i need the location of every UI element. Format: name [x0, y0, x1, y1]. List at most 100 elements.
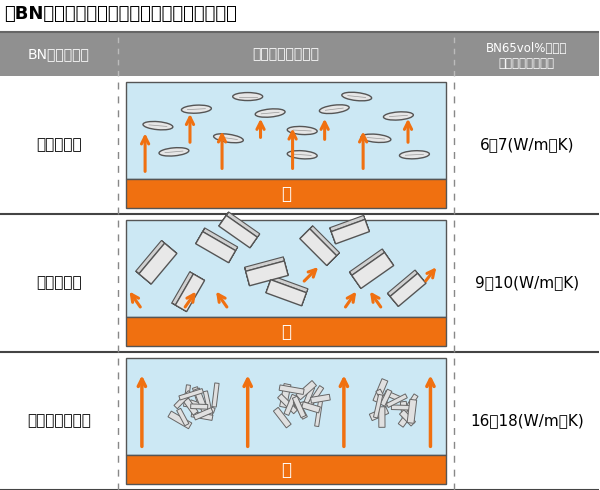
Polygon shape [193, 387, 204, 409]
Polygon shape [379, 407, 385, 427]
Polygon shape [391, 405, 412, 410]
Bar [126, 179, 446, 208]
Text: BN65vol%シート: BN65vol%シート [486, 42, 568, 55]
Polygon shape [196, 228, 205, 244]
Bar [126, 358, 446, 455]
Polygon shape [373, 394, 383, 418]
Polygon shape [194, 388, 208, 414]
Polygon shape [136, 241, 164, 274]
Polygon shape [293, 399, 307, 419]
Polygon shape [384, 391, 401, 401]
Polygon shape [352, 252, 394, 289]
Polygon shape [292, 396, 306, 417]
Polygon shape [310, 226, 340, 256]
Text: 6〜7(W/m・K): 6〜7(W/m・K) [479, 138, 574, 152]
Polygon shape [304, 386, 314, 403]
Polygon shape [245, 261, 288, 286]
Polygon shape [280, 384, 291, 408]
Bar [126, 455, 446, 484]
Ellipse shape [143, 122, 173, 130]
Polygon shape [245, 257, 284, 271]
Polygon shape [176, 408, 189, 426]
Polygon shape [403, 394, 418, 415]
Text: 熱: 熱 [281, 322, 291, 341]
Polygon shape [266, 276, 272, 293]
Text: 熱: 熱 [281, 461, 291, 479]
Polygon shape [193, 408, 213, 420]
Polygon shape [179, 389, 203, 400]
Ellipse shape [159, 147, 189, 156]
Polygon shape [184, 385, 190, 407]
Ellipse shape [383, 112, 413, 120]
Polygon shape [191, 412, 213, 420]
Polygon shape [161, 241, 177, 253]
Polygon shape [212, 383, 219, 407]
Polygon shape [175, 274, 205, 312]
Polygon shape [300, 229, 337, 266]
Polygon shape [308, 386, 324, 406]
Text: 放熱シート模式図: 放熱シート模式図 [253, 47, 320, 61]
Bar [126, 317, 446, 346]
Text: 大粒径凝集粒子: 大粒径凝集粒子 [27, 414, 91, 428]
Polygon shape [314, 401, 322, 427]
Polygon shape [415, 270, 426, 283]
Polygon shape [284, 394, 297, 416]
Polygon shape [283, 257, 288, 275]
Polygon shape [386, 394, 407, 408]
Polygon shape [226, 212, 260, 237]
Text: 熱: 熱 [281, 185, 291, 202]
Polygon shape [266, 280, 307, 306]
Polygon shape [172, 303, 187, 312]
Polygon shape [380, 389, 392, 406]
Text: 薄片単粒子: 薄片単粒子 [36, 138, 82, 152]
Ellipse shape [287, 126, 317, 135]
Text: 16〜18(W/m・K): 16〜18(W/m・K) [470, 414, 584, 428]
Polygon shape [203, 391, 213, 416]
Polygon shape [364, 216, 370, 232]
Polygon shape [349, 249, 385, 275]
Ellipse shape [319, 105, 349, 114]
Polygon shape [174, 391, 192, 409]
Polygon shape [139, 243, 177, 284]
Polygon shape [388, 293, 398, 306]
Polygon shape [376, 389, 389, 407]
Polygon shape [382, 249, 394, 266]
Polygon shape [331, 220, 370, 244]
Polygon shape [172, 272, 193, 305]
Text: 肉厚単粒子: 肉厚単粒子 [36, 275, 82, 291]
Text: 厚み方向熱伝導率: 厚み方向熱伝導率 [499, 57, 555, 70]
Polygon shape [219, 212, 229, 226]
Bar [126, 220, 446, 317]
Polygon shape [229, 247, 238, 263]
Polygon shape [388, 270, 418, 296]
Polygon shape [274, 407, 291, 428]
Polygon shape [203, 228, 238, 250]
Polygon shape [398, 407, 415, 427]
Polygon shape [300, 226, 313, 239]
Polygon shape [373, 379, 388, 403]
Bar [0, 32, 599, 76]
Ellipse shape [342, 92, 371, 101]
Polygon shape [189, 400, 215, 413]
Polygon shape [279, 385, 304, 394]
Text: 9〜10(W/m・K): 9〜10(W/m・K) [475, 275, 579, 291]
Polygon shape [370, 407, 389, 420]
Polygon shape [250, 234, 260, 248]
Bar [126, 82, 446, 179]
Polygon shape [400, 410, 415, 426]
Polygon shape [311, 394, 330, 403]
Polygon shape [278, 394, 298, 414]
Polygon shape [407, 399, 416, 423]
Polygon shape [191, 404, 208, 409]
Polygon shape [168, 411, 192, 429]
Polygon shape [330, 216, 365, 232]
Polygon shape [296, 381, 316, 400]
Polygon shape [136, 271, 151, 284]
Polygon shape [330, 228, 335, 244]
Polygon shape [302, 289, 308, 306]
Polygon shape [390, 273, 426, 306]
Polygon shape [349, 272, 361, 289]
Ellipse shape [255, 109, 285, 117]
Ellipse shape [181, 105, 211, 113]
Ellipse shape [233, 93, 263, 100]
